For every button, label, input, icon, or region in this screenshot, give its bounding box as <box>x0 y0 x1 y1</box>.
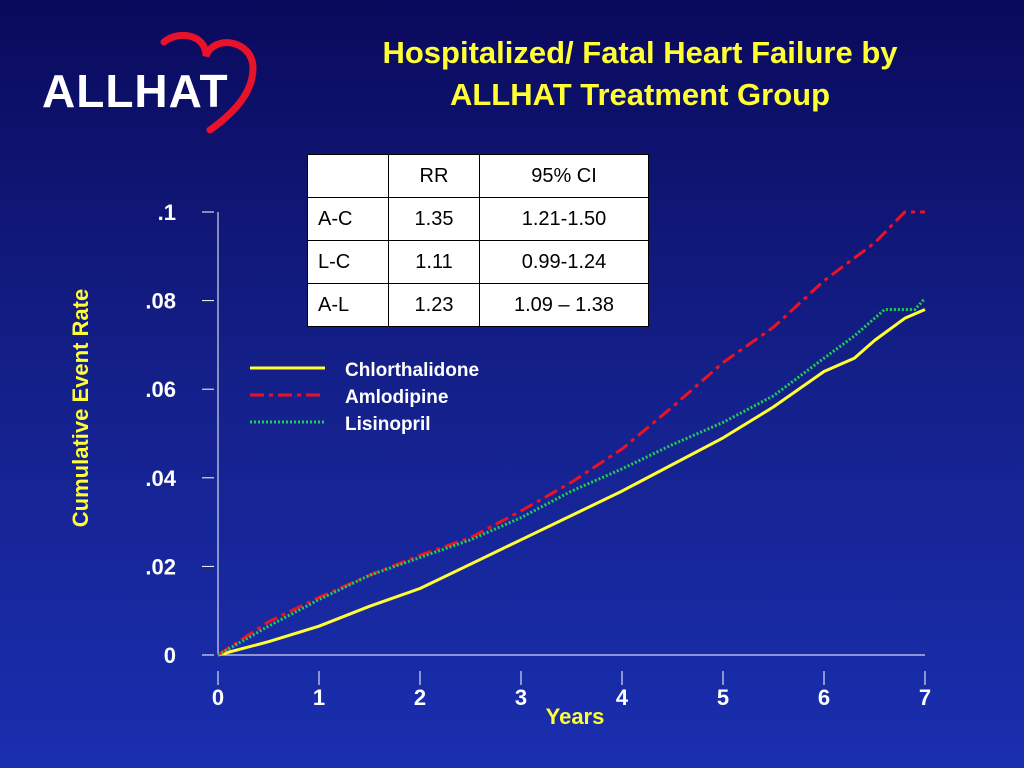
table-row: A-C 1.35 1.21-1.50 <box>307 197 649 241</box>
x-tick-label: 4 <box>616 685 629 710</box>
x-tick-label: 7 <box>919 685 931 710</box>
logo-text: ALLHAT <box>42 65 229 117</box>
table-row: A-L 1.23 1.09 – 1.38 <box>307 283 649 327</box>
x-tick-label: 6 <box>818 685 830 710</box>
table-cell: 1.35 <box>388 197 480 241</box>
y-tick-label: 0 <box>164 643 176 668</box>
y-tick-label: .04 <box>145 466 176 491</box>
chart-axes: 0 .02 .04 .06 .08 .1 0 1 2 3 4 5 6 7 <box>145 200 931 710</box>
table-cell: 1.23 <box>388 283 480 327</box>
series-line-lisinopril <box>217 297 927 657</box>
table-cell: 1.21-1.50 <box>479 197 649 241</box>
x-tick-label: 1 <box>313 685 325 710</box>
y-tick-label: .08 <box>145 289 176 314</box>
table-header-cell: 95% CI <box>479 154 649 198</box>
legend-label-lisinopril: Lisinopril <box>345 414 431 435</box>
relative-risk-table: RR 95% CI A-C 1.35 1.21-1.50 L-C 1.11 0.… <box>307 154 649 327</box>
x-tick-label: 3 <box>515 685 527 710</box>
chart-series <box>217 210 927 657</box>
legend-label-chlorthalidone: Chlorthalidone <box>345 360 479 381</box>
table-cell: L-C <box>307 240 389 284</box>
legend-label-amlodipine: Amlodipine <box>345 387 448 408</box>
table-cell: 1.09 – 1.38 <box>479 283 649 327</box>
series-line-amlodipine <box>217 210 925 657</box>
heart-icon <box>160 31 257 134</box>
y-axis-label: Cumulative Event Rate <box>68 289 93 527</box>
allhat-logo: ALLHAT <box>38 30 278 140</box>
x-tick-label: 2 <box>414 685 426 710</box>
table-cell: 1.11 <box>388 240 480 284</box>
chart-legend: Chlorthalidone Amlodipine Lisinopril <box>250 360 479 435</box>
y-tick-label: .06 <box>145 377 176 402</box>
y-tick-label: .1 <box>158 200 176 225</box>
x-tick-label: 0 <box>212 685 224 710</box>
x-tick-label: 5 <box>717 685 729 710</box>
x-axis-label: Years <box>546 704 605 729</box>
series-line-chlorthalidone <box>217 308 926 657</box>
page-title: Hospitalized/ Fatal Heart Failure by ALL… <box>300 32 980 116</box>
title-line-2: ALLHAT Treatment Group <box>449 77 831 112</box>
y-tick-label: .02 <box>145 554 176 579</box>
title-line-1: Hospitalized/ Fatal Heart Failure by <box>382 35 898 70</box>
table-cell: A-L <box>307 283 389 327</box>
